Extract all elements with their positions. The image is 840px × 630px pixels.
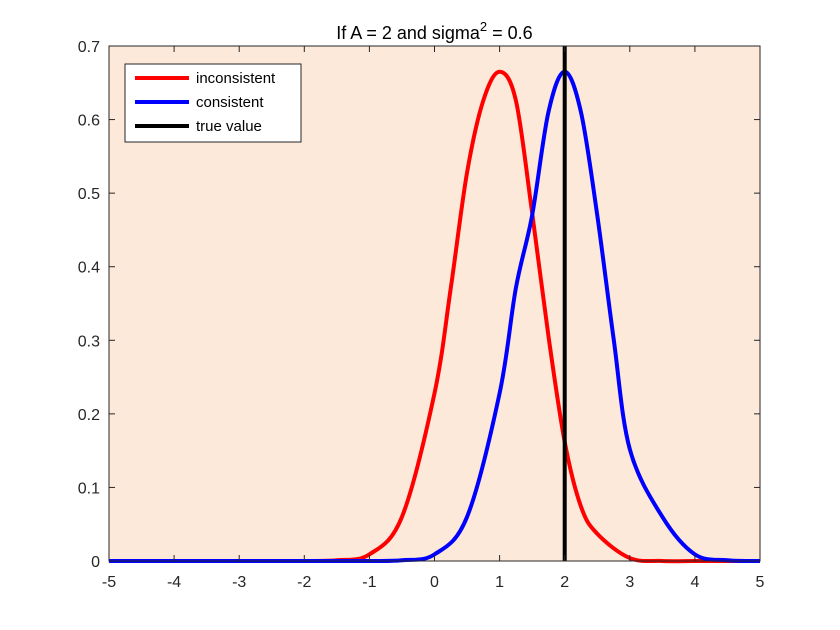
chart-title-superscript: 2: [480, 19, 487, 34]
y-tick-label: 0.2: [78, 407, 100, 424]
axis-ticks: -5 -4 -3 -2 -1 0 1 2 3 4 5 0 0.1 0.2 0.3 0.4 0.5 0.6 0.7: [78, 39, 765, 591]
legend: inconsistent consistent true value: [124, 63, 302, 143]
y-tick-label: 0.3: [78, 333, 100, 350]
x-tick-label: -4: [167, 574, 181, 591]
x-tick-label: 5: [756, 574, 765, 591]
x-tick-label: -3: [232, 574, 246, 591]
y-tick-label: 0.7: [78, 39, 100, 56]
x-tick-label: -1: [362, 574, 376, 591]
y-tick-label: 0.1: [78, 480, 100, 497]
y-tick-label: 0.5: [78, 186, 100, 203]
legend-label: true value: [196, 118, 262, 135]
y-tick-label: 0.6: [78, 113, 100, 130]
chart-title-main: If A = 2 and sigma: [336, 23, 481, 43]
y-tick-label: 0: [91, 554, 100, 571]
y-tick-label: 0.4: [78, 260, 100, 277]
x-tick-label: 3: [625, 574, 634, 591]
x-tick-label: 0: [430, 574, 439, 591]
x-tick-label: 1: [495, 574, 504, 591]
x-tick-label: -5: [102, 574, 116, 591]
legend-label: consistent: [196, 94, 264, 111]
x-tick-label: 2: [560, 574, 569, 591]
x-tick-label: 4: [690, 574, 699, 591]
chart-title: If A = 2 and sigma2 = 0.6: [336, 19, 532, 43]
legend-label: inconsistent: [196, 70, 276, 87]
chart-title-suffix: = 0.6: [487, 23, 533, 43]
x-tick-label: -2: [297, 574, 311, 591]
